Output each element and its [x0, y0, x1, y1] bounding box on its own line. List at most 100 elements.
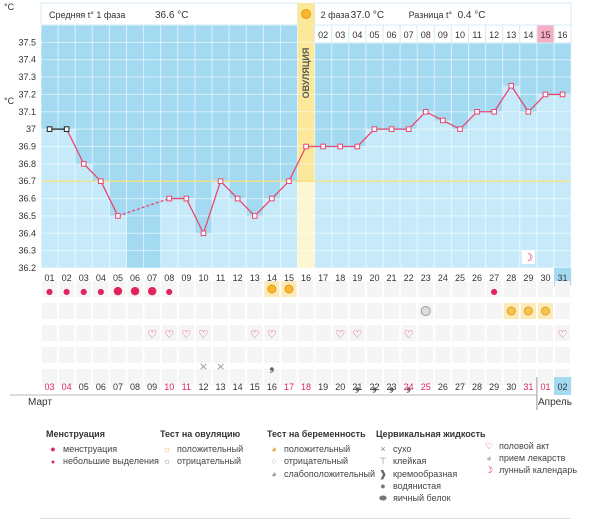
temperature-line-segment: [237, 198, 256, 217]
symbol-cell: [520, 369, 536, 385]
temperature-line-segment: [288, 146, 307, 182]
y-tick-label: 37.5: [18, 37, 36, 47]
ovulation-label: ОВУЛЯЦИЯ: [301, 48, 311, 99]
symbol-cell: [230, 281, 246, 297]
pregnancy-faint-icon: ◕: [271, 468, 277, 479]
symbol-cell: [110, 303, 126, 319]
calendar-date-label: 21: [352, 382, 362, 392]
symbol-cell: [366, 369, 382, 385]
cycle-day-cell: [553, 24, 572, 44]
symbol-cell: [435, 347, 451, 363]
creamy-icon: ❟: [355, 379, 360, 394]
drop-icon: ●: [113, 284, 123, 297]
sun-icon: ☼: [162, 444, 172, 455]
heart-icon: ♡: [164, 328, 174, 341]
symbol-cell: [366, 347, 382, 363]
sun-gray-icon: ☼: [162, 456, 172, 467]
pregnancy-test-icon: [420, 306, 431, 316]
egg-white-icon: ⬬: [379, 493, 387, 504]
symbol-cell: [384, 369, 400, 385]
symbol-cell: [401, 303, 417, 319]
symbol-cell: [418, 281, 434, 297]
symbol-cell: [349, 369, 365, 385]
temperature-line-segment: [527, 93, 546, 113]
date-label: 01: [45, 273, 55, 283]
calendar-date-label: 05: [79, 382, 89, 392]
calendar-date-label: 20: [335, 382, 345, 392]
symbol-cell: [230, 325, 246, 341]
y-tick-label: 37: [26, 124, 36, 134]
symbol-cell: [195, 369, 211, 385]
symbol-cell: [315, 369, 331, 385]
symbol-cell: [486, 325, 502, 341]
legend-menstruation-title: Менструация: [46, 429, 105, 439]
symbol-cell: [315, 325, 331, 341]
symbol-cell: [76, 303, 92, 319]
temperature-point: [354, 143, 361, 150]
legend-item-intercourse: половой акт: [499, 441, 550, 451]
symbol-cell: [93, 303, 109, 319]
drop-icon: ●: [46, 287, 53, 296]
date-label: 09: [181, 273, 191, 283]
legend-pregnancy-test: Тест на беременность ◕ положительный ○ отр…: [267, 428, 375, 480]
heart-icon: ♡: [250, 328, 260, 341]
difference-value: 0.4 °C: [458, 10, 486, 21]
symbol-cell: [486, 303, 502, 319]
date-label: 22: [404, 273, 414, 283]
symbol-cell: [127, 281, 143, 297]
date-label: 23: [421, 273, 431, 283]
heart-icon: ♡: [199, 328, 209, 341]
calendar-date-label: 29: [489, 382, 499, 392]
date-label: 08: [164, 273, 174, 283]
symbol-cell: [384, 303, 400, 319]
pill-icon: [506, 306, 516, 316]
calendar-date-label: 25: [421, 382, 431, 392]
symbol-cell: [93, 347, 109, 363]
symbol-cell: [42, 325, 58, 341]
temperature-line-segment: [493, 85, 512, 113]
legend-ovulation-test: Тест на овуляцию ☼ положительный ☼ отрицат…: [160, 428, 243, 468]
symbol-cell: [59, 281, 75, 297]
symbol-cell: [452, 281, 468, 297]
temperature-point: [474, 108, 480, 115]
legend-item-pr-faint: слабоположительный: [284, 468, 376, 479]
calendar-date-label: 22: [369, 382, 379, 392]
symbol-cell: [469, 369, 485, 385]
symbol-cell: [195, 347, 211, 363]
temperature-point: [166, 195, 173, 202]
symbol-cell: [486, 347, 502, 363]
calendar-date-label: 31: [523, 382, 533, 392]
symbol-cell: [298, 347, 314, 363]
date-label: 04: [96, 273, 106, 283]
symbol-cell: [178, 369, 194, 385]
symbol-cell: [349, 281, 365, 297]
calendar-date-label: 15: [250, 382, 260, 392]
symbol-cell: [213, 347, 229, 363]
temperature-point: [63, 126, 70, 132]
creamy-icon: ❟: [372, 379, 377, 394]
date-label: 02: [62, 273, 72, 283]
calendar-date-label: 19: [318, 382, 328, 392]
symbol-cell: [264, 303, 280, 319]
temperature-column: [485, 111, 503, 269]
temperature-point: [525, 108, 532, 115]
current-date-cell: [554, 377, 572, 395]
phase2-value: 37.0 °C: [351, 10, 384, 21]
temperature-column: [92, 181, 110, 268]
cycle-day-label: 14: [523, 30, 533, 40]
symbol-cell: [59, 347, 75, 363]
symbol-cell: [144, 369, 160, 385]
symbol-cell: [401, 325, 417, 341]
pill-icon: ◕: [486, 453, 492, 464]
symbol-cell: [161, 347, 177, 363]
temperature-point: [80, 161, 87, 167]
temperature-point: [457, 126, 463, 132]
legend-item-creamy: кремообразная: [393, 468, 458, 479]
symbol-cell: [435, 325, 451, 341]
watery-icon: ●: [380, 480, 386, 491]
temperature-column: [212, 181, 230, 268]
date-label: 03: [79, 273, 89, 283]
symbol-cell: [110, 325, 126, 341]
legend-ovulation-title: Тест на овуляцию: [160, 429, 241, 439]
legend-item-lunar: лунный календарь: [499, 465, 578, 476]
